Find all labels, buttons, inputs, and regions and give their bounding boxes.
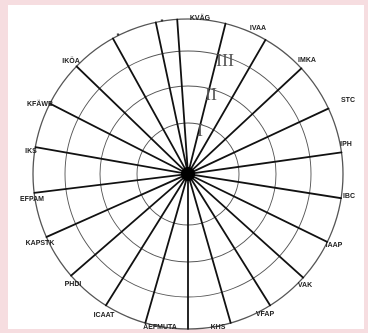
spoke-22 <box>154 21 189 175</box>
spoke-4 <box>187 67 303 175</box>
spoke-6 <box>187 151 343 175</box>
spoke-8 <box>187 173 329 243</box>
spoke-label-iph: IPH <box>340 141 352 148</box>
spoke-label-ibc: IBC <box>343 193 355 200</box>
spoke-labels: KVÄG IVAA IMKA STC IPH IBC IAAP VAK VFAP… <box>20 14 355 331</box>
spoke-label-vfap: VFAP <box>256 311 275 318</box>
spoke-18 <box>34 146 189 175</box>
spoke-17 <box>33 173 189 194</box>
ring-label-1: I <box>197 120 203 140</box>
spoke-19 <box>49 102 189 175</box>
spoke-label-ivaa: IVAA <box>250 25 266 32</box>
spoke-16 <box>45 173 189 238</box>
spoke-9 <box>187 173 305 279</box>
spoke-5 <box>187 107 330 175</box>
spoke-14 <box>105 173 189 307</box>
spoke-label-iks: IKS <box>25 148 37 155</box>
spoke-label-ikoa: IKÖA <box>62 56 80 65</box>
spoke-10 <box>187 173 272 307</box>
spoke-label-aefmuta: AEFMUTA <box>143 324 177 331</box>
spoke-label-star-2: * <box>161 19 164 26</box>
spoke-7 <box>187 173 343 200</box>
spokes <box>33 18 343 330</box>
spoke-label-stc: STC <box>341 97 355 104</box>
spoke-label-efpam: EFPAM <box>20 196 44 203</box>
spoke-label-kapstk: KAPSTK <box>26 240 55 247</box>
spoke-label-kvag: KVÄG <box>190 14 211 22</box>
ring-labels: I II III <box>197 50 234 140</box>
spoke-label-phdi: PHDI <box>65 281 82 288</box>
spoke-label-imka: IMKA <box>298 57 316 64</box>
spoke-label-khs: KHS <box>211 324 226 331</box>
spoke-20 <box>75 65 189 175</box>
spoke-15 <box>70 173 189 277</box>
spoke-11 <box>187 173 232 324</box>
spoke-label-iaap: IAAP <box>326 242 343 249</box>
center-hub <box>181 167 195 181</box>
spoke-label-icaat: ICAAT <box>94 312 116 319</box>
spoke-label-kfawb: KFÄWB <box>27 100 53 108</box>
spoke-3 <box>187 38 267 175</box>
spoke-13 <box>144 173 189 324</box>
spoke-label-star-1: * <box>117 33 120 40</box>
spoke-label-vak: VAK <box>298 282 312 289</box>
ring-label-3: III <box>216 50 234 70</box>
spoke-2 <box>187 22 227 175</box>
spoke-1 <box>176 18 189 175</box>
ring-label-2: II <box>205 84 217 104</box>
spoke-21 <box>112 37 189 175</box>
